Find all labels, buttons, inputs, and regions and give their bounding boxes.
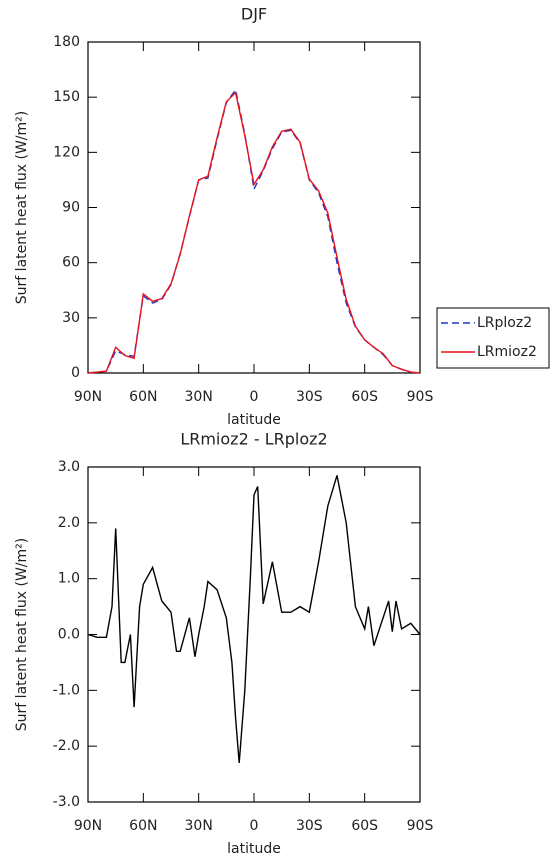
chart-title: DJF xyxy=(241,5,267,24)
data-line xyxy=(87,91,421,374)
x-tick-label: 0 xyxy=(250,389,259,405)
y-tick-label: -2.0 xyxy=(53,738,80,754)
x-tick-label: 30S xyxy=(296,389,323,405)
y-axis-label: Surf latent heat flux (W/m²) xyxy=(14,538,30,731)
y-tick-label: 1.0 xyxy=(58,571,80,587)
y-tick-label: 0 xyxy=(71,365,80,381)
x-tick-label: 60S xyxy=(351,389,378,405)
x-tick-label: 90S xyxy=(407,818,434,834)
x-axis-label: latitude xyxy=(227,412,281,428)
y-tick-label: 0.0 xyxy=(58,627,80,643)
data-line xyxy=(87,475,421,763)
x-tick-label: 60S xyxy=(351,818,378,834)
legend-box xyxy=(436,307,550,369)
x-tick-label: 90N xyxy=(74,389,102,405)
y-axis-label: Surf latent heat flux (W/m²) xyxy=(14,111,30,304)
x-tick-label: 0 xyxy=(250,818,259,834)
y-tick-label: 60 xyxy=(62,255,80,271)
y-tick-label: -1.0 xyxy=(53,682,80,698)
x-tick-label: 60N xyxy=(129,818,157,834)
y-tick-label: 2.0 xyxy=(58,515,80,531)
legend-label: LRploz2 xyxy=(477,315,532,331)
y-tick-label: 150 xyxy=(53,89,80,105)
plot-frame xyxy=(87,41,421,374)
x-axis-label: latitude xyxy=(227,841,281,857)
x-tick-label: 30N xyxy=(185,818,213,834)
x-tick-label: 90S xyxy=(407,389,434,405)
y-tick-label: -3.0 xyxy=(53,794,80,810)
y-tick-label: 180 xyxy=(53,34,80,50)
x-tick-label: 30S xyxy=(296,818,323,834)
x-tick-label: 30N xyxy=(185,389,213,405)
y-tick-label: 90 xyxy=(62,200,80,216)
y-tick-label: 3.0 xyxy=(58,459,80,475)
y-tick-label: 30 xyxy=(62,310,80,326)
legend-label: LRmioz2 xyxy=(477,344,537,360)
chart-title: LRmioz2 - LRploz2 xyxy=(180,430,327,449)
x-tick-label: 90N xyxy=(74,818,102,834)
y-tick-label: 120 xyxy=(53,144,80,160)
x-tick-label: 60N xyxy=(129,389,157,405)
